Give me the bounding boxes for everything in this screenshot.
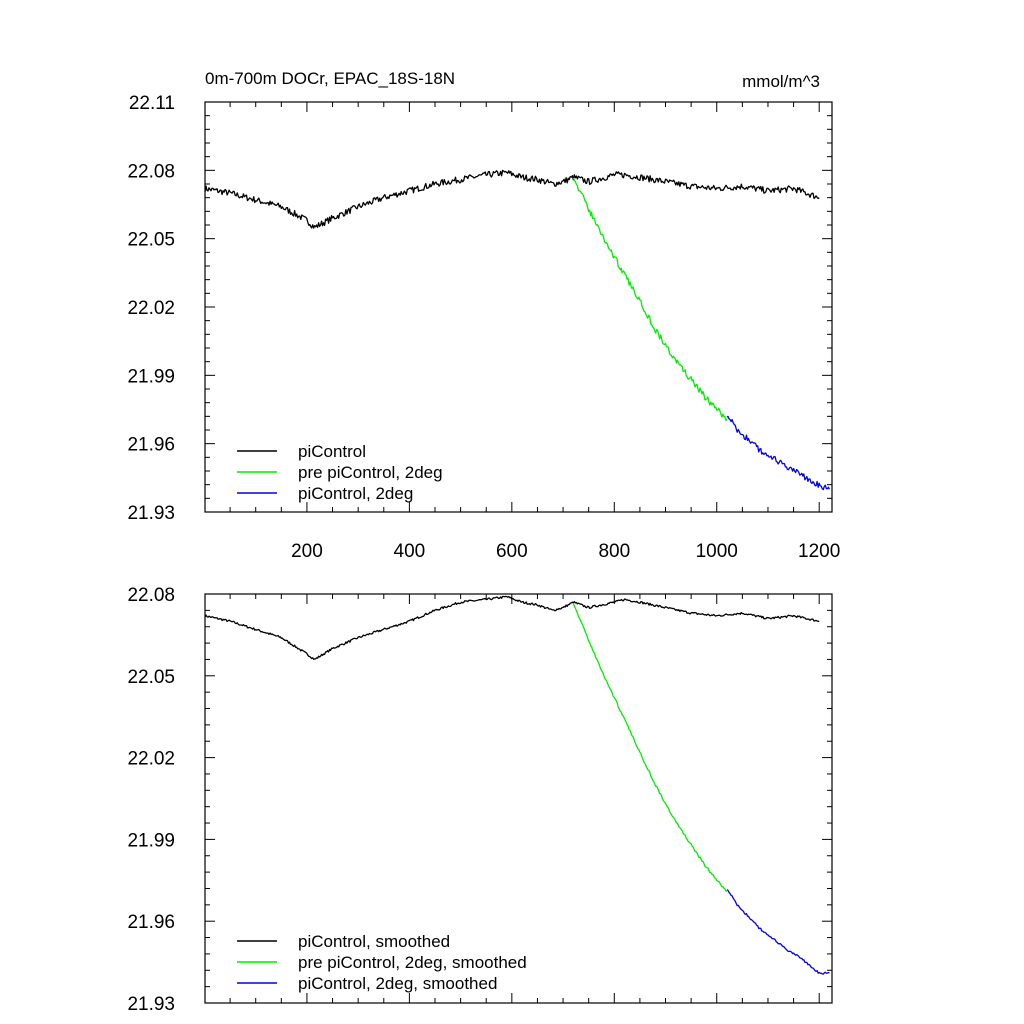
series-line: [204, 595, 820, 660]
x-tick-label: 600: [496, 541, 528, 562]
series-line: [204, 169, 820, 229]
series-line: [726, 889, 830, 975]
x-tick-label: 400: [394, 541, 426, 562]
units-label: mmol/m^3: [742, 72, 820, 91]
y-tick-label: 21.93: [127, 994, 175, 1015]
y-tick-label: 21.99: [127, 830, 175, 851]
y-tick-label: 22.05: [127, 230, 175, 251]
chart-title: 0m-700m DOCr, EPAC_18S-18N: [205, 69, 455, 88]
x-tick-label: 1000: [696, 541, 738, 562]
top-panel: 0m-700m DOCr, EPAC_18S-18N mmol/m^3 200 4…: [127, 69, 840, 562]
series-line: [726, 415, 830, 491]
x-tick-label: 200: [291, 541, 323, 562]
y-tick-label: 21.96: [127, 912, 175, 933]
y-tick-label: 21.93: [127, 503, 175, 524]
y-tick-label: 22.02: [127, 298, 175, 319]
series-line: [572, 177, 728, 422]
legend-label: piControl: [298, 442, 366, 461]
series-line: [572, 603, 728, 892]
y-tick-label: 22.08: [127, 161, 175, 182]
y-tick-label: 22.02: [127, 749, 175, 770]
plot-frame: [204, 593, 833, 1004]
y-tick-label: 21.96: [127, 435, 175, 456]
y-tick-label: 22.11: [129, 93, 175, 114]
y-tick-label: 22.08: [127, 585, 175, 606]
legend-label: piControl, 2deg, smoothed: [298, 974, 497, 993]
bottom-panel: 22.08 22.05 22.02 21.99 21.96 21.93 piControl,…: [127, 585, 833, 1015]
legend-label: pre piControl, 2deg, smoothed: [298, 953, 527, 972]
x-tick-label: 1200: [798, 541, 840, 562]
y-tick-label: 22.05: [127, 667, 175, 688]
legend-label: piControl, 2deg: [298, 484, 413, 503]
legend-label: pre piControl, 2deg: [298, 463, 443, 482]
legend-label: piControl, smoothed: [298, 932, 450, 951]
x-tick-label: 800: [598, 541, 630, 562]
y-tick-label: 21.99: [127, 366, 175, 387]
